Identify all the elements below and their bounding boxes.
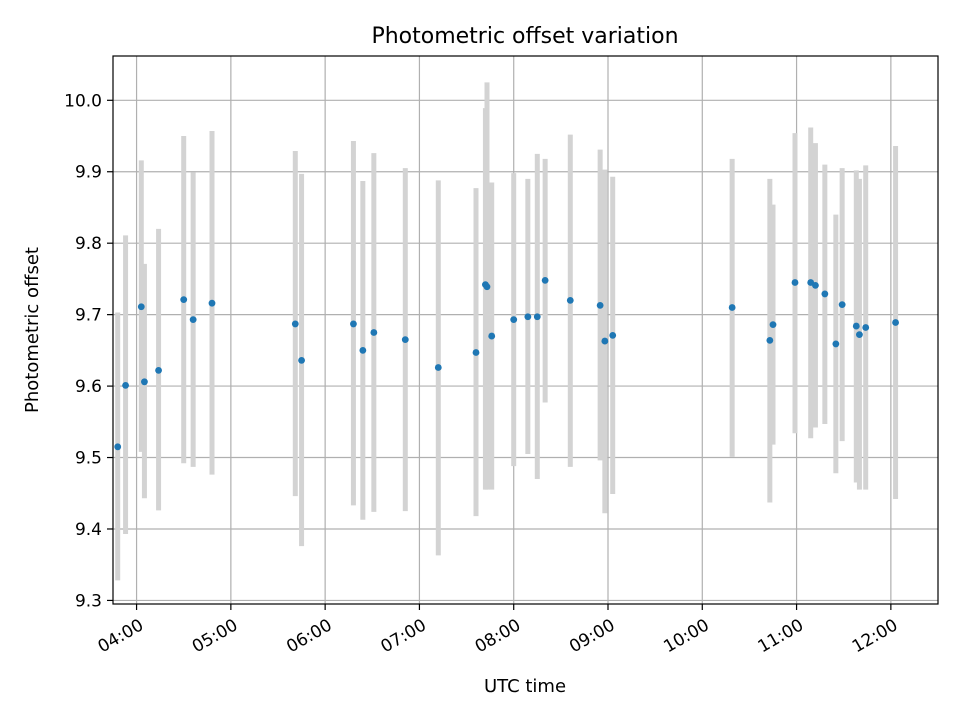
x-tick-label: 08:00 [472, 615, 524, 657]
x-tick-label: 09:00 [566, 615, 618, 657]
data-point [122, 381, 129, 389]
data-point [862, 324, 870, 331]
data-point [856, 331, 863, 339]
data-point [114, 443, 122, 451]
data-point [728, 304, 736, 311]
data-point [766, 336, 774, 344]
data-point [533, 313, 541, 321]
data-point [189, 316, 197, 324]
data-point [180, 296, 188, 304]
y-tick-label: 9.9 [75, 163, 102, 183]
x-tick-label: 05:00 [189, 615, 241, 657]
y-axis-label: Photometric offset [22, 247, 43, 413]
data-point [892, 319, 899, 326]
y-tick-label: 9.7 [75, 306, 102, 326]
data-point [291, 320, 299, 328]
y-tick-label: 9.8 [75, 234, 102, 254]
data-point [812, 281, 819, 289]
chart-title: Photometric offset variation [371, 24, 678, 49]
y-tick-label: 9.5 [75, 449, 102, 469]
tick-layer: 04:00 05:00 06:00 07:00 08:00 09:00 10:00 11:00… [64, 91, 901, 657]
data-point [566, 296, 574, 304]
x-tick-label: 06:00 [283, 615, 335, 657]
data-point [596, 301, 604, 309]
data-point [434, 364, 442, 371]
data-point [791, 279, 799, 286]
x-tick-label: 04:00 [95, 615, 147, 657]
data-point [510, 316, 518, 324]
data-point [541, 276, 549, 284]
x-tick-label: 12:00 [849, 615, 901, 657]
data-point [852, 322, 860, 330]
y-tick-label: 9.4 [75, 520, 102, 540]
data-point [821, 290, 829, 298]
point-layer [114, 276, 899, 451]
data-point [832, 340, 840, 348]
errorbar-layer [115, 82, 899, 581]
data-point [838, 301, 846, 309]
data-point [208, 299, 216, 307]
plot-frame [112, 55, 939, 605]
data-point [155, 366, 162, 374]
y-tick-label: 9.6 [75, 377, 102, 397]
data-point [401, 336, 409, 344]
x-tick-label: 10:00 [660, 615, 712, 657]
data-point [609, 331, 617, 339]
y-tick-label: 9.3 [75, 591, 102, 611]
data-point [769, 321, 777, 329]
x-axis-label: UTC time [484, 676, 566, 697]
data-point [298, 356, 305, 364]
data-point [370, 329, 378, 336]
y-tick-label: 10.0 [64, 91, 102, 111]
data-point [483, 283, 491, 291]
data-point [524, 313, 532, 321]
x-tick-label: 07:00 [377, 615, 429, 657]
x-tick-label: 11:00 [755, 615, 807, 657]
data-point [350, 320, 357, 328]
data-point [359, 346, 367, 354]
data-point [141, 378, 148, 386]
data-point [601, 337, 609, 345]
data-point [488, 332, 496, 340]
data-point [472, 349, 480, 356]
data-point [137, 303, 145, 311]
